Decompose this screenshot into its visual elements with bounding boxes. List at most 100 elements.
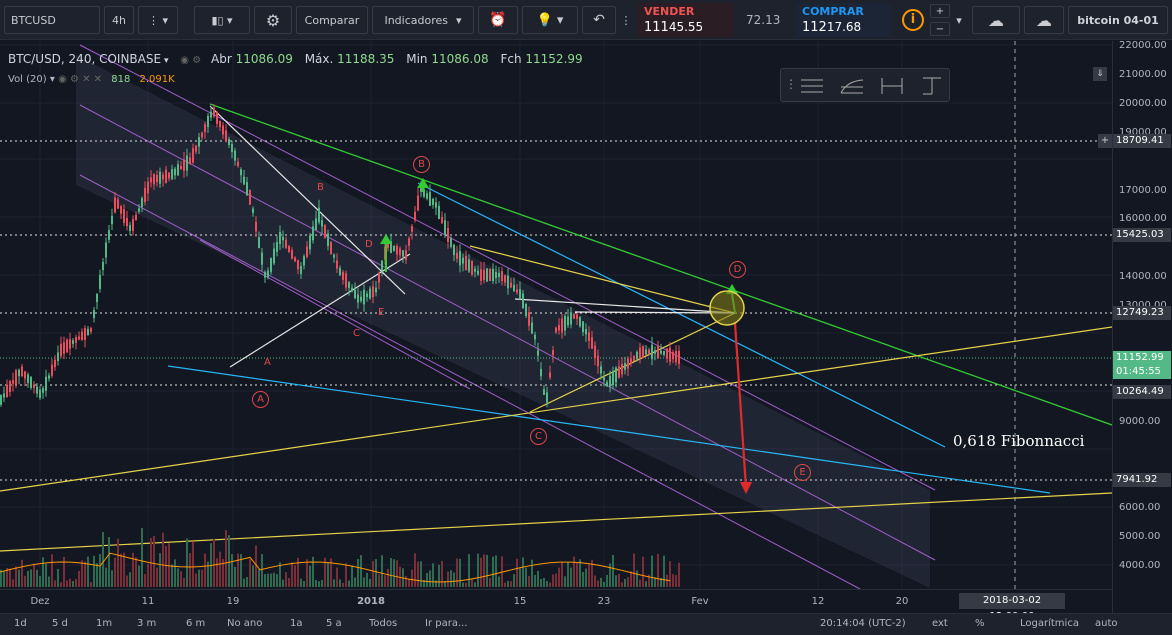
volume-bar xyxy=(456,558,458,587)
visibility-icon[interactable]: ◉ ⚙ xyxy=(180,55,202,66)
wave-label-e: E xyxy=(378,307,385,318)
settings-button[interactable]: ⚙ xyxy=(254,6,292,34)
range-button[interactable]: 5 d xyxy=(52,618,68,629)
publish-button[interactable]: ☁ xyxy=(1024,6,1064,34)
time-axis[interactable]: Dez 11 19 2018 15 23 Fev 12 20 xyxy=(0,589,1112,613)
volume-bar xyxy=(399,566,401,587)
date-range-tool-icon[interactable] xyxy=(877,75,907,97)
pair-title[interactable]: BTC/USD, 240, COINBASE xyxy=(8,52,162,66)
range-button[interactable]: Ir para... xyxy=(425,618,468,629)
close-label: Fch xyxy=(500,52,522,66)
cart-button[interactable]: ⋮ xyxy=(620,6,632,34)
trade-menu-button[interactable]: ▾ xyxy=(952,6,966,34)
volume-bar xyxy=(111,570,113,587)
volume-bar xyxy=(591,559,593,587)
alert-button[interactable]: ⏰ xyxy=(478,6,518,34)
curve-tool-icon[interactable] xyxy=(837,75,867,97)
interval-menu-button[interactable]: ⋮ ▾ xyxy=(138,6,178,34)
candles xyxy=(0,104,680,408)
zoom-minus-button[interactable]: − xyxy=(930,22,950,36)
price-range-tool-icon[interactable] xyxy=(917,75,947,97)
volume-bar xyxy=(186,538,188,587)
volume-bar xyxy=(138,565,140,587)
price-axis[interactable]: 22000.00 21000.00 20000.00 19000.00 17000.00… xyxy=(1112,40,1172,613)
volume-bar xyxy=(45,563,47,587)
volume-bar xyxy=(225,530,227,587)
zoom-plus-button[interactable]: + xyxy=(930,4,950,18)
add-level-icon[interactable]: + xyxy=(1098,134,1112,148)
volume-bar xyxy=(414,553,416,587)
volume-bar xyxy=(165,546,167,587)
range-button[interactable]: 1d xyxy=(14,618,27,629)
candles-icon: ▮▯ ▾ xyxy=(211,13,233,27)
volume-bar xyxy=(633,553,635,587)
volume-bar xyxy=(513,574,515,587)
drag-handle-icon[interactable]: ⋮ xyxy=(785,77,797,91)
volume-bar xyxy=(174,559,176,587)
volume-bar xyxy=(192,541,194,587)
volume-bar xyxy=(324,557,326,587)
range-button[interactable]: 3 m xyxy=(137,618,157,629)
volume-bar xyxy=(162,532,164,587)
volume-bar xyxy=(330,558,332,587)
volume-bar xyxy=(321,580,323,587)
volume-bar xyxy=(114,557,116,587)
range-button[interactable]: 1a xyxy=(290,618,303,629)
volume-bar xyxy=(480,557,482,587)
ideas-button[interactable]: 💡 ▾ xyxy=(522,6,578,34)
volume-bar xyxy=(450,570,452,587)
volume-bar xyxy=(342,582,344,587)
range-button[interactable]: 1m xyxy=(96,618,113,629)
auto-toggle[interactable]: auto xyxy=(1095,618,1118,629)
layout-name-text: bitcoin 04-01 xyxy=(1077,13,1159,27)
ext-toggle[interactable]: ext xyxy=(932,618,948,629)
volume-bar xyxy=(144,574,146,587)
buy-box[interactable]: COMPRAR 11217.68 xyxy=(796,3,892,37)
volume-bar xyxy=(204,553,206,587)
clock[interactable]: 20:14:04 (UTC-2) xyxy=(820,618,906,629)
volume-bar xyxy=(486,554,488,587)
volume-label[interactable]: Vol (20) xyxy=(8,74,47,85)
volume-bar xyxy=(618,573,620,587)
volume-bar xyxy=(462,582,464,587)
chart-style-button[interactable]: ▮▯ ▾ xyxy=(194,6,250,34)
log-toggle[interactable]: Logarítmica xyxy=(1020,618,1079,629)
percent-toggle[interactable]: % xyxy=(975,618,985,629)
volume-bar xyxy=(255,545,257,587)
volume-bar xyxy=(360,555,362,587)
volume-bar xyxy=(297,557,299,587)
info-icon[interactable]: i xyxy=(902,9,924,31)
volume-bar xyxy=(240,554,242,587)
volume-bar xyxy=(315,580,317,587)
time-tick: 11 xyxy=(141,596,155,607)
price-tick: 5000.00 xyxy=(1119,531,1161,543)
plus-icon: + xyxy=(935,5,945,17)
range-button[interactable]: 5 a xyxy=(326,618,342,629)
volume-bar xyxy=(438,564,440,587)
more-vertical-icon: ⋮ ▾ xyxy=(147,13,169,27)
indicators-button[interactable]: Indicadores ▾ xyxy=(372,6,474,34)
chevron-down-icon: ▾ xyxy=(956,13,962,27)
compare-button[interactable]: Comparar xyxy=(296,6,368,34)
undo-button[interactable]: ↶ xyxy=(582,6,616,34)
volume-legend: Vol (20) ▾ ◉ ⚙ ✕ ✕ 818 2.091K xyxy=(8,74,175,85)
range-button[interactable]: Todos xyxy=(369,618,398,629)
volume-bar xyxy=(579,559,581,587)
chart-pane[interactable] xyxy=(0,41,1112,589)
volume-bar xyxy=(492,556,494,587)
volume-bar xyxy=(585,568,587,587)
symbol-search[interactable]: BTCUSD xyxy=(4,6,100,34)
volume-tools-icon[interactable]: ◉ ⚙ ✕ ✕ xyxy=(58,74,103,85)
save-cloud-button[interactable]: ☁ xyxy=(972,6,1020,34)
range-button[interactable]: No ano xyxy=(227,618,263,629)
range-button[interactable]: 6 m xyxy=(186,618,206,629)
horizontal-lines-tool-icon[interactable] xyxy=(797,75,827,97)
volume-bar xyxy=(48,576,50,587)
volume-bar xyxy=(279,562,281,587)
spread-value: 72.13 xyxy=(746,13,781,27)
volume-bar xyxy=(504,582,506,587)
interval-button[interactable]: 4h xyxy=(104,6,134,34)
scroll-down-icon[interactable]: ⇓ xyxy=(1093,67,1107,81)
sell-box[interactable]: VENDER 11145.55 xyxy=(638,3,734,37)
layout-name[interactable]: bitcoin 04-01 xyxy=(1068,6,1168,34)
